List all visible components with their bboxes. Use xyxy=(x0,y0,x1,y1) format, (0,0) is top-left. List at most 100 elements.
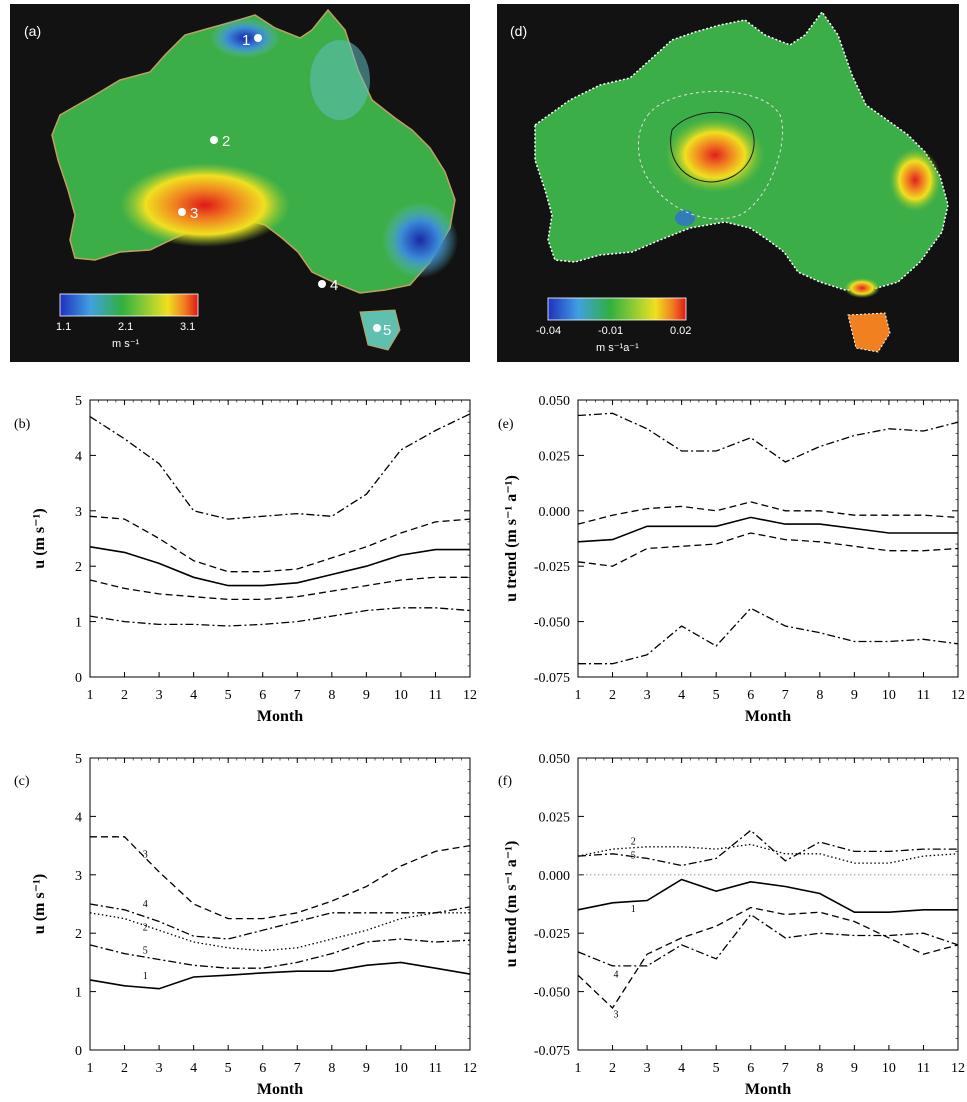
series-line-1 xyxy=(577,878,958,914)
series-id-label: 4 xyxy=(614,970,619,981)
x-tick-label: 1 xyxy=(87,1061,94,1076)
map-a-north-blue-region xyxy=(210,18,280,58)
y-axis-label: u (m s⁻¹) xyxy=(31,508,48,568)
series-line-5 xyxy=(578,607,959,665)
site-5-marker xyxy=(373,324,381,332)
y-tick-label: 1 xyxy=(75,986,82,1001)
y-tick-label: 0.025 xyxy=(539,449,571,464)
map-d-colorbar-unit: m s⁻¹a⁻¹ xyxy=(596,342,639,354)
y-tick-label: 3 xyxy=(75,505,82,520)
y-tick-label: -0.075 xyxy=(534,1044,570,1059)
x-tick-label: 4 xyxy=(678,1061,685,1076)
x-tick-label: 9 xyxy=(363,688,370,703)
x-tick-label: 7 xyxy=(294,1061,301,1076)
series-line-2 xyxy=(89,912,470,952)
map-d-label: (d) xyxy=(510,23,527,39)
series-line-5 xyxy=(89,938,471,969)
x-tick-label: 10 xyxy=(882,1061,896,1076)
site-4-label: 4 xyxy=(330,277,338,294)
series-id-label: 2 xyxy=(631,836,636,847)
x-tick-label: 12 xyxy=(951,1061,965,1076)
x-axis-label: Month xyxy=(745,708,791,725)
y-tick-label: -0.050 xyxy=(534,986,570,1001)
series-line-5 xyxy=(89,607,471,627)
x-tick-label: 3 xyxy=(644,688,651,703)
x-tick-label: 7 xyxy=(782,1061,789,1076)
map-a-label: (a) xyxy=(24,23,41,39)
x-tick-label: 6 xyxy=(747,688,754,703)
map-a-east-blue-region xyxy=(382,202,458,278)
x-tick-label: 11 xyxy=(917,1061,930,1076)
series-id-label: 2 xyxy=(143,922,148,933)
series-line-1 xyxy=(89,961,471,990)
series-line-2 xyxy=(577,501,959,525)
x-tick-label: 12 xyxy=(463,1061,477,1076)
x-tick-label: 7 xyxy=(294,688,301,703)
x-axis-label: Month xyxy=(257,1081,303,1098)
y-tick-label: 4 xyxy=(75,449,82,464)
map-d-colorbar-tick-max: 0.02 xyxy=(670,325,691,337)
series-line-4 xyxy=(89,903,471,940)
y-tick-label: 0.000 xyxy=(539,869,571,884)
map-a-site-markers: 1 2 3 4 5 xyxy=(178,32,391,339)
plot-frame xyxy=(89,399,471,678)
y-axis-label: u trend (m s⁻¹ a⁻¹) xyxy=(503,475,520,602)
map-d-southeast-hot-region xyxy=(844,278,880,298)
x-tick-label: 2 xyxy=(609,688,616,703)
panel-label: (c) xyxy=(14,774,30,789)
map-d-central-hot-region xyxy=(665,117,765,193)
x-tick-label: 1 xyxy=(87,688,94,703)
map-d-panel: (d) -0.04 -0.01 0.02 m s⁻¹a⁻¹ xyxy=(497,4,959,362)
series-id-label: 1 xyxy=(631,904,636,915)
y-tick-label: 5 xyxy=(75,394,82,409)
y-tick-label: 1 xyxy=(75,616,82,631)
plot-frame xyxy=(577,399,959,678)
x-tick-label: 11 xyxy=(917,688,930,703)
site-1-label: 1 xyxy=(242,32,250,49)
map-d-west-blue-spot xyxy=(675,210,695,226)
map-d-east-hot-region xyxy=(889,148,941,212)
panel-label: (f) xyxy=(498,774,512,789)
x-tick-label: 8 xyxy=(816,1061,823,1076)
x-tick-label: 9 xyxy=(363,1061,370,1076)
site-4-marker xyxy=(318,280,326,288)
series-line-4 xyxy=(577,913,959,967)
series-line-3 xyxy=(577,906,959,1010)
series-id-label: 5 xyxy=(143,946,148,957)
x-tick-label: 1 xyxy=(575,1061,582,1076)
x-tick-label: 6 xyxy=(259,1061,266,1076)
map-a-colorbar-tick-mid: 2.1 xyxy=(118,321,133,333)
x-tick-label: 3 xyxy=(156,1061,163,1076)
x-tick-label: 3 xyxy=(156,688,163,703)
series-line-3 xyxy=(89,546,470,587)
x-tick-label: 10 xyxy=(394,1061,408,1076)
x-tick-label: 2 xyxy=(121,1061,128,1076)
map-a-south-hot-region xyxy=(120,163,290,247)
x-tick-label: 2 xyxy=(609,1061,616,1076)
y-tick-label: 2 xyxy=(75,927,82,942)
x-tick-label: 8 xyxy=(328,688,335,703)
map-d-tasmania xyxy=(847,312,891,353)
map-a-colorbar-unit: m s⁻¹ xyxy=(112,338,140,350)
series-line-4 xyxy=(577,532,959,567)
y-tick-label: 0.050 xyxy=(539,752,571,767)
y-tick-label: 0.000 xyxy=(539,505,571,520)
x-tick-label: 4 xyxy=(190,688,197,703)
y-tick-label: 5 xyxy=(75,752,82,767)
y-tick-label: 2 xyxy=(75,560,82,575)
map-a-colorbar: 1.1 2.1 3.1 m s⁻¹ xyxy=(56,293,199,350)
map-d-colorbar-bar xyxy=(547,297,687,321)
x-tick-label: 4 xyxy=(190,1061,197,1076)
site-3-label: 3 xyxy=(190,205,198,222)
y-tick-label: 0 xyxy=(75,671,82,686)
series-line-4 xyxy=(89,576,470,601)
map-a-colorbar-tick-max: 3.1 xyxy=(180,321,195,333)
y-tick-label: 0.050 xyxy=(539,394,571,409)
x-tick-label: 5 xyxy=(713,1061,720,1076)
site-3-marker xyxy=(178,208,186,216)
x-tick-label: 12 xyxy=(951,688,965,703)
x-tick-label: 9 xyxy=(851,688,858,703)
x-tick-label: 7 xyxy=(782,688,789,703)
map-a-colorbar-tick-min: 1.1 xyxy=(56,321,71,333)
